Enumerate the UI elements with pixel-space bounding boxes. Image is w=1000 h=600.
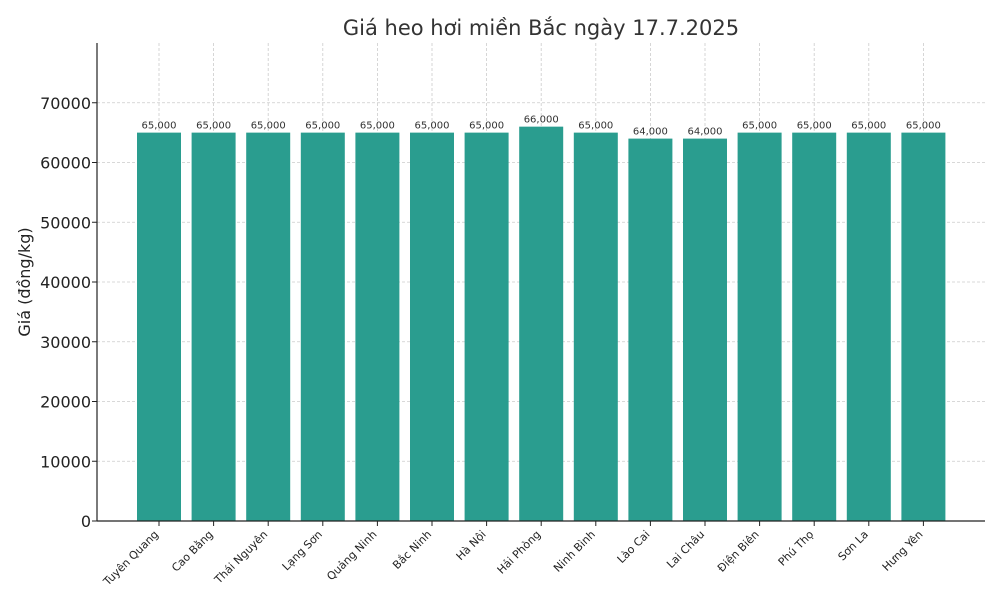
bar <box>628 138 673 521</box>
y-tick-label: 50000 <box>40 213 91 232</box>
data-label: 65,000 <box>742 121 777 132</box>
chart-title: Giá heo hơi miền Bắc ngày 17.7.2025 <box>343 16 739 40</box>
bar <box>901 132 946 521</box>
data-label: 65,000 <box>142 121 177 132</box>
bar <box>846 132 891 521</box>
bar <box>191 132 236 521</box>
bar <box>792 132 837 521</box>
bar <box>464 132 509 521</box>
y-tick-label: 60000 <box>40 154 91 173</box>
data-label: 65,000 <box>415 121 450 132</box>
data-label: 65,000 <box>305 121 340 132</box>
data-label: 65,000 <box>797 121 832 132</box>
data-label: 66,000 <box>524 115 559 126</box>
bar <box>519 126 564 522</box>
y-ticks: 0 10000 20000 30000 40000 50000 60000 70000 <box>40 94 97 531</box>
y-tick-label: 20000 <box>40 393 91 412</box>
x-tick-label: Cao Bằng <box>169 528 216 575</box>
data-label: 65,000 <box>851 121 886 132</box>
y-tick-label: 0 <box>81 512 91 531</box>
data-label: 64,000 <box>688 127 723 138</box>
data-label: 64,000 <box>633 127 668 138</box>
x-tick-label: Lào Cai <box>615 528 653 566</box>
x-tick-label: Bắc Ninh <box>390 528 434 572</box>
x-tick-label: Lai Châu <box>664 528 707 571</box>
y-tick-label: 30000 <box>40 333 91 352</box>
x-tick-label: Tuyên Quang <box>100 528 161 589</box>
y-tick-label: 40000 <box>40 273 91 292</box>
x-tick-label: Hà Nội <box>454 528 489 563</box>
x-tick-label: Hải Phòng <box>495 528 544 577</box>
x-tick-label: Hưng Yên <box>880 528 926 574</box>
data-label: 65,000 <box>251 121 286 132</box>
x-tick-label: Quảng Ninh <box>324 528 379 583</box>
y-tick-label: 70000 <box>40 94 91 113</box>
x-tick-label: Sơn La <box>836 528 871 563</box>
data-labels: 65,000 65,000 65,000 65,000 65,000 65,000 65,0… <box>142 115 941 138</box>
x-tick-label: Thái Nguyên <box>211 528 270 587</box>
x-tick-label: Lạng Sơn <box>280 528 325 573</box>
data-label: 65,000 <box>360 121 395 132</box>
grid <box>97 43 985 521</box>
bar <box>573 132 618 521</box>
x-tick-label: Phú Thọ <box>776 528 817 569</box>
data-label: 65,000 <box>906 121 941 132</box>
y-tick-label: 10000 <box>40 452 91 471</box>
x-tick-label: Ninh Bình <box>551 528 598 575</box>
bar <box>137 132 181 521</box>
bar <box>410 132 454 521</box>
bars <box>137 126 946 522</box>
data-label: 65,000 <box>196 121 231 132</box>
data-label: 65,000 <box>469 121 504 132</box>
bar <box>683 138 727 521</box>
bar <box>300 132 345 521</box>
y-axis-label: Giá (đồng/kg) <box>15 227 34 336</box>
bar <box>246 132 291 521</box>
data-label: 65,000 <box>578 121 613 132</box>
bar <box>355 132 400 521</box>
x-tick-label: Điện Biên <box>715 528 762 575</box>
bar <box>737 132 782 521</box>
